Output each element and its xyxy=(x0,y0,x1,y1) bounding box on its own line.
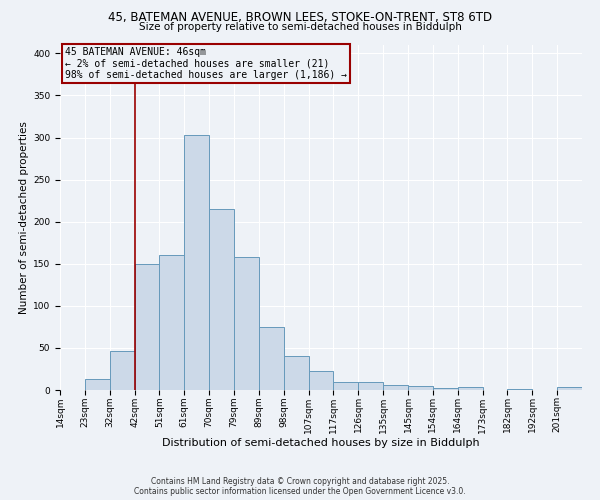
Bar xyxy=(433,388,458,390)
Bar xyxy=(209,209,234,390)
Text: 45, BATEMAN AVENUE, BROWN LEES, STOKE-ON-TRENT, ST8 6TD: 45, BATEMAN AVENUE, BROWN LEES, STOKE-ON… xyxy=(108,11,492,24)
Text: 45 BATEMAN AVENUE: 46sqm
← 2% of semi-detached houses are smaller (21)
98% of se: 45 BATEMAN AVENUE: 46sqm ← 2% of semi-de… xyxy=(65,46,347,80)
Bar xyxy=(184,135,209,390)
Bar xyxy=(284,356,308,390)
Bar xyxy=(160,256,184,390)
Bar xyxy=(383,385,408,390)
Bar xyxy=(408,386,433,390)
Bar xyxy=(110,352,134,390)
Bar xyxy=(308,372,334,390)
Bar xyxy=(234,257,259,390)
Bar xyxy=(508,389,532,390)
Bar xyxy=(334,382,358,390)
Text: Size of property relative to semi-detached houses in Biddulph: Size of property relative to semi-detach… xyxy=(139,22,461,32)
Y-axis label: Number of semi-detached properties: Number of semi-detached properties xyxy=(19,121,29,314)
Bar xyxy=(358,382,383,390)
Bar xyxy=(259,327,284,390)
Bar xyxy=(458,386,482,390)
X-axis label: Distribution of semi-detached houses by size in Biddulph: Distribution of semi-detached houses by … xyxy=(162,438,480,448)
Bar xyxy=(85,379,110,390)
Bar xyxy=(557,388,582,390)
Bar xyxy=(134,264,160,390)
Text: Contains HM Land Registry data © Crown copyright and database right 2025.
Contai: Contains HM Land Registry data © Crown c… xyxy=(134,476,466,496)
